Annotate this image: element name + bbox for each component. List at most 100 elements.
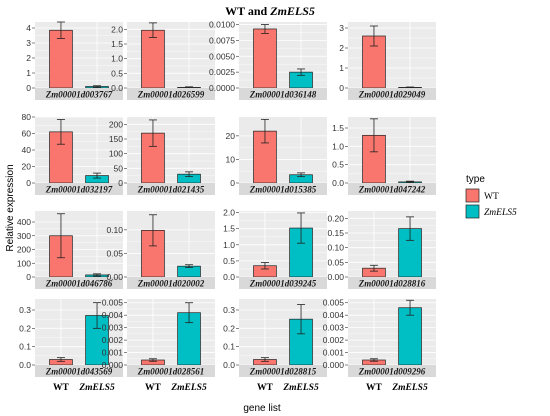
bar-wt [49, 29, 73, 89]
y-tick-label: 1.0 [332, 141, 344, 151]
facet-panel: 0 1 2 3 Zm00001d029049 [339, 22, 436, 100]
facet-panel: 0.0 0.1 0.2 0.3 Zm00001d043569 [19, 299, 123, 377]
x-category-wt: WT [257, 383, 274, 393]
facet-strip [348, 183, 436, 195]
y-tick-label: 0.05 [106, 248, 123, 258]
panel-background [348, 117, 436, 183]
x-category-zmels5: ZmELS5 [78, 383, 115, 393]
facet-panel: 0.00 0.05 0.10 0.15 0.20 Zm00001d028816 [327, 211, 436, 289]
panel-background [239, 299, 327, 365]
y-tick-label: 0.00 [106, 272, 123, 282]
facet-strip [348, 88, 436, 100]
y-tick-label: 0.003 [102, 323, 124, 333]
y-tick-label: 0.005 [323, 298, 345, 308]
y-tick-label: 1.5 [111, 39, 123, 49]
facet-panel: 0.0 0.5 1.0 1.5 2.0 Zm00001d039245 [223, 208, 327, 289]
facet-strip [348, 365, 436, 377]
y-tick-label: 0.10 [106, 225, 123, 235]
y-tick-label: 0.003 [323, 323, 345, 333]
x-axis-label: gene list [243, 403, 280, 414]
y-tick-label: 80 [22, 112, 32, 122]
facet-panel: 0.00 0.05 0.10 Zm00001d020002 [106, 211, 215, 289]
y-tick-label: 0.002 [323, 335, 345, 345]
y-tick-label: 0.0025 [209, 67, 235, 77]
y-tick-label: 60 [22, 129, 32, 139]
y-tick-label: 300 [17, 231, 31, 241]
y-tick-label: 0.0 [223, 272, 235, 282]
chart-title-prefix: WT and [225, 4, 270, 18]
legend-label-wt: WT [484, 192, 499, 202]
x-category-zmels5: ZmELS5 [170, 383, 207, 393]
facet-strip-label: Zm00001d028815 [249, 367, 317, 377]
facet-strip [35, 365, 123, 377]
y-tick-label: 0.004 [323, 310, 345, 320]
facet-strip [127, 365, 215, 377]
x-category-labels: WT ZmELS5 WT ZmELS5 WT ZmELS5 WT ZmELS5 [53, 383, 428, 393]
y-tick-label: 0.10 [327, 243, 344, 253]
facet-strip [239, 277, 327, 289]
facet-panel: 0.0000 0.0025 0.0050 0.0075 0.0100 Zm00001d03… [209, 20, 327, 100]
facet-panel: 0 20 40 60 80 Zm00001d032197 [22, 112, 123, 195]
y-tick-label: 0.0 [223, 360, 235, 370]
panel-background [127, 117, 215, 183]
facet-panel: 0.000 0.001 0.002 0.003 0.004 0.005 Zm00001d00… [323, 298, 436, 377]
y-tick-label: 20 [226, 131, 236, 141]
facet-strip-label: Zm00001d015385 [249, 185, 317, 195]
y-tick-label: 3 [26, 38, 31, 48]
y-tick-label: 0.005 [102, 298, 124, 308]
y-tick-label: 0.000 [102, 360, 124, 370]
y-tick-label: 1.0 [111, 54, 123, 64]
y-tick-label: 0 [26, 272, 31, 282]
y-tick-label: 1.5 [332, 123, 344, 133]
legend: type WT ZmELS5 [465, 174, 517, 219]
chart-title-emph: ZmELS5 [269, 4, 315, 18]
y-tick-label: 0 [230, 178, 235, 188]
y-tick-label: 0.1 [223, 342, 235, 352]
panel-background [35, 22, 123, 88]
y-tick-label: 0 [26, 83, 31, 93]
facet-panel: 0.000 0.001 0.002 0.003 0.004 0.005 Zm00001d02… [102, 298, 215, 377]
y-tick-label: 0 [26, 178, 31, 188]
y-tick-label: 50 [114, 163, 124, 173]
facet-strip-label: Zm00001d032197 [45, 185, 113, 195]
x-category-wt: WT [366, 383, 383, 393]
facet-strip [127, 183, 215, 195]
y-tick-label: 100 [17, 258, 31, 268]
x-category-zmels5: ZmELS5 [282, 383, 319, 393]
panel-background [239, 211, 327, 277]
facet-strip [127, 88, 215, 100]
facet-strip-label: Zm00001d003767 [45, 90, 113, 100]
legend-title: type [466, 174, 485, 185]
chart-title: WT and ZmELS5 [225, 4, 315, 18]
y-tick-label: 4 [26, 23, 31, 33]
facet-panel: 0.0 0.5 1.0 1.5 Zm00001d047242 [332, 117, 436, 195]
y-tick-label: 0.3 [223, 305, 235, 315]
y-tick-label: 1.5 [223, 224, 235, 234]
facet-strip-label: Zm00001d047242 [358, 185, 426, 195]
facet-strip [239, 365, 327, 377]
facet-panel: 0.0 0.1 0.2 0.3 Zm00001d028815 [223, 299, 327, 377]
facet-strip [35, 277, 123, 289]
facet-strip-label: Zm00001d046786 [45, 279, 113, 289]
panel-background [127, 211, 215, 277]
panel-background [127, 22, 215, 88]
y-tick-label: 1 [26, 68, 31, 78]
y-tick-label: 40 [22, 145, 32, 155]
y-tick-label: 0.2 [223, 323, 235, 333]
x-category-zmels5: ZmELS5 [391, 383, 428, 393]
y-tick-label: 0.0050 [209, 51, 235, 61]
y-tick-label: 0.0000 [209, 83, 235, 93]
y-tick-label: 0.0075 [209, 35, 235, 45]
panel-background [348, 211, 436, 277]
facet-strip [239, 88, 327, 100]
y-tick-label: 400 [17, 217, 31, 227]
y-tick-label: 10 [226, 154, 236, 164]
panel-background [35, 211, 123, 277]
facet-strip-label: Zm00001d039245 [249, 279, 317, 289]
legend-key-wt [465, 188, 480, 203]
y-tick-label: 0.001 [323, 348, 345, 358]
facet-panel: 0 100 200 300 400 Zm00001d046786 [17, 211, 123, 289]
y-tick-label: 0 [118, 178, 123, 188]
y-tick-label: 0.05 [327, 257, 344, 267]
facet-strip-label: Zm00001d026599 [137, 90, 205, 100]
